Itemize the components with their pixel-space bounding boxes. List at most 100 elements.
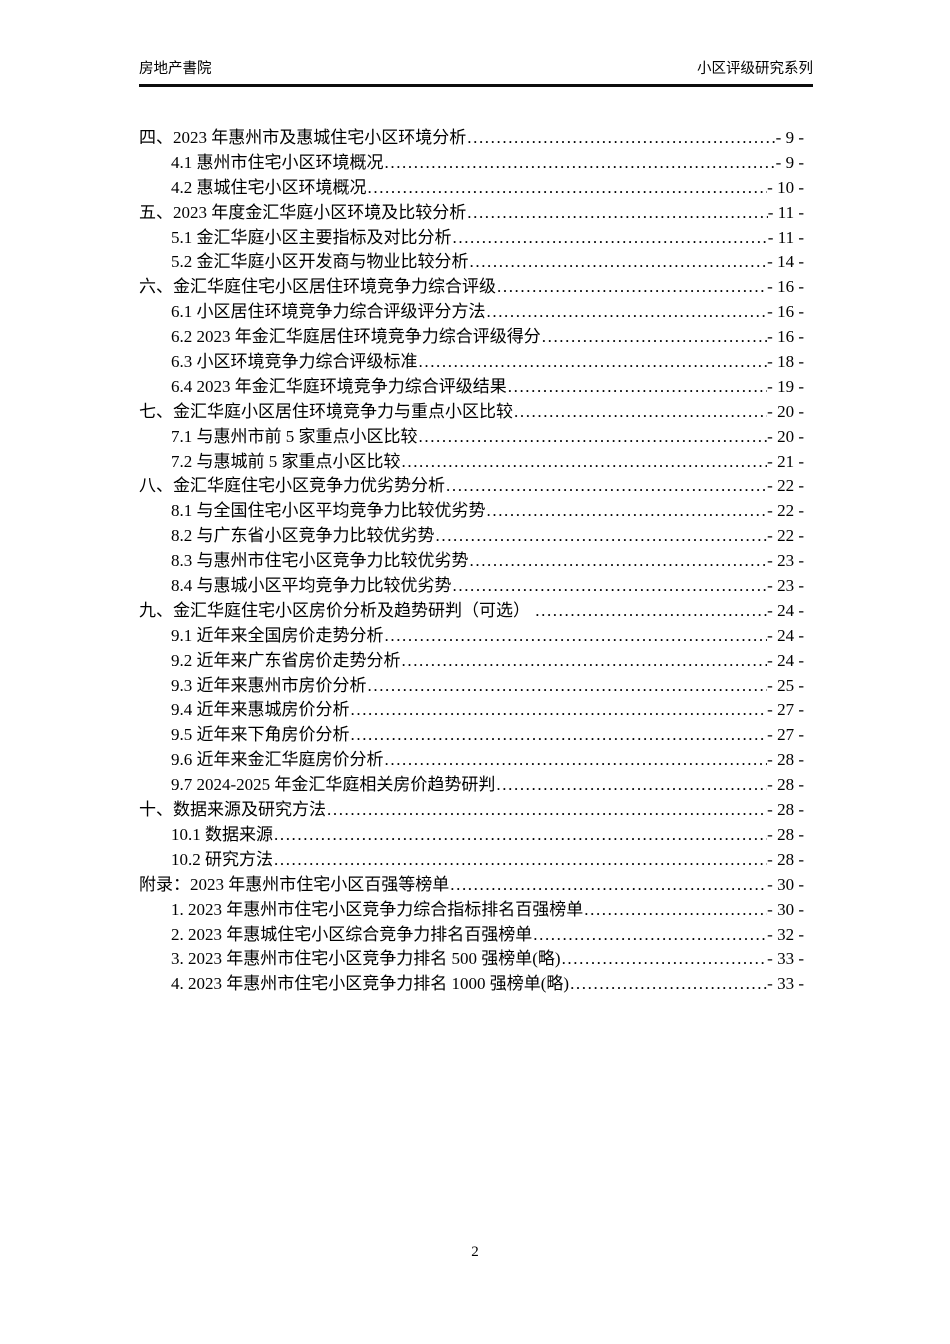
toc-leader-dots: ........................................… xyxy=(496,775,767,795)
toc-leader-dots: ........................................… xyxy=(469,551,768,571)
toc-leader-dots: ........................................… xyxy=(541,327,768,347)
toc-page-number: - 27 - xyxy=(767,725,804,745)
toc: 四、2023 年惠州市及惠城住宅小区环境分析..................… xyxy=(139,126,804,997)
toc-entry[interactable]: 2. 2023 年惠城住宅小区综合竞争力排名百强榜单..............… xyxy=(139,923,804,948)
toc-leader-dots: ........................................… xyxy=(533,924,768,944)
toc-entry[interactable]: 6.1 小区居住环境竞争力综合评级评分方法...................… xyxy=(139,300,804,325)
toc-entry-label: 9.5 近年来下角房价分析 xyxy=(171,725,350,745)
toc-entry-label: 7.1 与惠州市前 5 家重点小区比较 xyxy=(171,426,418,446)
toc-entry-label: 七、金汇华庭小区居住环境竞争力与重点小区比较 xyxy=(139,401,513,421)
toc-leader-dots: ........................................… xyxy=(435,526,768,546)
toc-entry-label: 4.2 惠城住宅小区环境概况 xyxy=(171,177,367,197)
toc-entry[interactable]: 8.2 与广东省小区竞争力比较优劣势......................… xyxy=(139,524,804,549)
toc-entry[interactable]: 附录：2023 年惠州市住宅小区百强等榜单...................… xyxy=(139,873,804,898)
page-header: 房地产書院 小区评级研究系列 xyxy=(139,60,813,87)
toc-leader-dots: ........................................… xyxy=(452,576,768,596)
toc-leader-dots: ........................................… xyxy=(274,824,767,844)
toc-entry[interactable]: 9.5 近年来下角房价分析...........................… xyxy=(139,723,804,748)
toc-entry-label: 7.2 与惠城前 5 家重点小区比较 xyxy=(171,451,401,471)
toc-leader-dots: ........................................… xyxy=(418,426,768,446)
toc-entry[interactable]: 9.3 近年来惠州市房价分析..........................… xyxy=(139,674,804,699)
toc-entry[interactable]: 8.3 与惠州市住宅小区竞争力比较优劣势....................… xyxy=(139,549,804,574)
toc-entry-label: 2. 2023 年惠城住宅小区综合竞争力排名百强榜单 xyxy=(171,924,533,944)
toc-page-number: - 28 - xyxy=(767,824,804,844)
toc-leader-dots: ........................................… xyxy=(570,974,767,994)
toc-entry-label: 5.1 金汇华庭小区主要指标及对比分析 xyxy=(171,227,452,247)
toc-leader-dots: ........................................… xyxy=(561,949,768,969)
toc-leader-dots: ........................................… xyxy=(350,700,768,720)
toc-entry-label: 十、数据来源及研究方法 xyxy=(139,800,326,820)
toc-leader-dots: ........................................… xyxy=(452,227,768,247)
toc-page-number: - 23 - xyxy=(767,551,804,571)
toc-leader-dots: ........................................… xyxy=(497,277,767,297)
toc-leader-dots: ........................................… xyxy=(450,874,767,894)
toc-leader-dots: ........................................… xyxy=(384,750,768,770)
toc-page-number: - 11 - xyxy=(767,202,804,222)
toc-entry[interactable]: 10.1 数据来源...............................… xyxy=(139,823,804,848)
toc-entry[interactable]: 9.4 近年来惠城房价分析...........................… xyxy=(139,698,804,723)
toc-leader-dots: ........................................… xyxy=(467,128,775,147)
toc-page-number: - 14 - xyxy=(767,252,804,272)
toc-page-number: - 20 - xyxy=(767,426,804,446)
toc-page-number: - 19 - xyxy=(767,376,804,396)
toc-leader-dots: ........................................… xyxy=(467,202,768,222)
toc-entry[interactable]: 6.2 2023 年金汇华庭居住环境竞争力综合评级得分.............… xyxy=(139,325,804,350)
page-number: 2 xyxy=(471,1244,479,1260)
toc-leader-dots: ........................................… xyxy=(486,302,768,322)
toc-entry[interactable]: 7.1 与惠州市前 5 家重点小区比较.....................… xyxy=(139,425,804,450)
toc-entry[interactable]: 6.3 小区环境竞争力综合评级标准.......................… xyxy=(139,350,804,375)
toc-entry[interactable]: 4. 2023 年惠州市住宅小区竞争力排名 1000 强榜单(略).......… xyxy=(139,972,804,997)
toc-entry-label: 9.3 近年来惠州市房价分析 xyxy=(171,675,367,695)
toc-leader-dots: ........................................… xyxy=(327,800,768,820)
toc-entry[interactable]: 八、金汇华庭住宅小区竞争力优劣势分析......................… xyxy=(139,474,804,499)
toc-entry[interactable]: 9.2 近年来广东省房价走势分析........................… xyxy=(139,649,804,674)
toc-page-number: - 30 - xyxy=(767,874,804,894)
toc-entry[interactable]: 7.2 与惠城前 5 家重点小区比较......................… xyxy=(139,450,804,475)
toc-entry[interactable]: 6.4 2023 年金汇华庭环境竞争力综合评级结果...............… xyxy=(139,375,804,400)
toc-entry[interactable]: 1. 2023 年惠州市住宅小区竞争力综合指标排名百强榜单...........… xyxy=(139,898,804,923)
toc-entry-label: 10.2 研究方法 xyxy=(171,849,273,869)
toc-entry[interactable]: 十、数据来源及研究方法.............................… xyxy=(139,798,804,823)
toc-entry-label: 8.2 与广东省小区竞争力比较优劣势 xyxy=(171,526,435,546)
toc-entry[interactable]: 9.7 2024-2025 年金汇华庭相关房价趋势研判.............… xyxy=(139,773,804,798)
toc-entry[interactable]: 六、金汇华庭住宅小区居住环境竞争力综合评级...................… xyxy=(139,275,804,300)
toc-entry[interactable]: 七、金汇华庭小区居住环境竞争力与重点小区比较..................… xyxy=(139,400,804,425)
toc-page-number: - 18 - xyxy=(767,352,804,372)
toc-entry-label: 9.2 近年来广东省房价走势分析 xyxy=(171,650,401,670)
toc-page-number: - 22 - xyxy=(767,501,804,521)
toc-page-number: - 22 - xyxy=(767,476,804,496)
toc-leader-dots: ........................................… xyxy=(401,451,768,471)
toc-entry-label: 4.1 惠州市住宅小区环境概况 xyxy=(171,152,384,172)
toc-entry[interactable]: 五、2023 年度金汇华庭小区环境及比较分析..................… xyxy=(139,201,804,226)
toc-entry[interactable]: 8.1 与全国住宅小区平均竞争力比较优劣势...................… xyxy=(139,499,804,524)
header-left-text: 房地产書院 xyxy=(139,61,212,77)
toc-page-number: - 27 - xyxy=(767,700,804,720)
toc-page-number: - 28 - xyxy=(767,800,804,820)
toc-page-number: - 33 - xyxy=(767,949,804,969)
toc-entry[interactable]: 九、金汇华庭住宅小区房价分析及趋势研判（可选） ................… xyxy=(139,599,804,624)
toc-page-number: - 24 - xyxy=(767,625,804,645)
toc-leader-dots: ........................................… xyxy=(384,152,776,172)
toc-page-number: - 30 - xyxy=(767,899,804,919)
toc-entry[interactable]: 9.6 近年来金汇华庭房价分析.........................… xyxy=(139,748,804,773)
toc-entry[interactable]: 3. 2023 年惠州市住宅小区竞争力排名 500 强榜单(略)........… xyxy=(139,947,804,972)
toc-leader-dots: ........................................… xyxy=(367,177,768,197)
toc-entry[interactable]: 4.1 惠州市住宅小区环境概况.........................… xyxy=(139,151,804,176)
toc-entry[interactable]: 5.1 金汇华庭小区主要指标及对比分析.....................… xyxy=(139,226,804,251)
toc-entry-label: 6.4 2023 年金汇华庭环境竞争力综合评级结果 xyxy=(171,376,507,396)
toc-page-number: - 20 - xyxy=(767,401,804,421)
toc-leader-dots: ........................................… xyxy=(469,252,768,272)
toc-entry[interactable]: 5.2 金汇华庭小区开发商与物业比较分析....................… xyxy=(139,250,804,275)
toc-entry[interactable]: 四、2023 年惠州市及惠城住宅小区环境分析..................… xyxy=(139,126,804,151)
toc-entry-label: 8.4 与惠城小区平均竞争力比较优劣势 xyxy=(171,576,452,596)
toc-leader-dots: ........................................… xyxy=(367,675,768,695)
toc-entry[interactable]: 4.2 惠城住宅小区环境概况..........................… xyxy=(139,176,804,201)
toc-entry-label: 6.2 2023 年金汇华庭居住环境竞争力综合评级得分 xyxy=(171,327,541,347)
toc-entry[interactable]: 9.1 近年来全国房价走势分析.........................… xyxy=(139,624,804,649)
toc-entry-label: 八、金汇华庭住宅小区竞争力优劣势分析 xyxy=(139,476,445,496)
toc-entry[interactable]: 8.4 与惠城小区平均竞争力比较优劣势.....................… xyxy=(139,574,804,599)
toc-page-number: - 11 - xyxy=(767,227,804,247)
toc-page-number: - 10 - xyxy=(767,177,804,197)
toc-entry[interactable]: 10.2 研究方法...............................… xyxy=(139,848,804,873)
